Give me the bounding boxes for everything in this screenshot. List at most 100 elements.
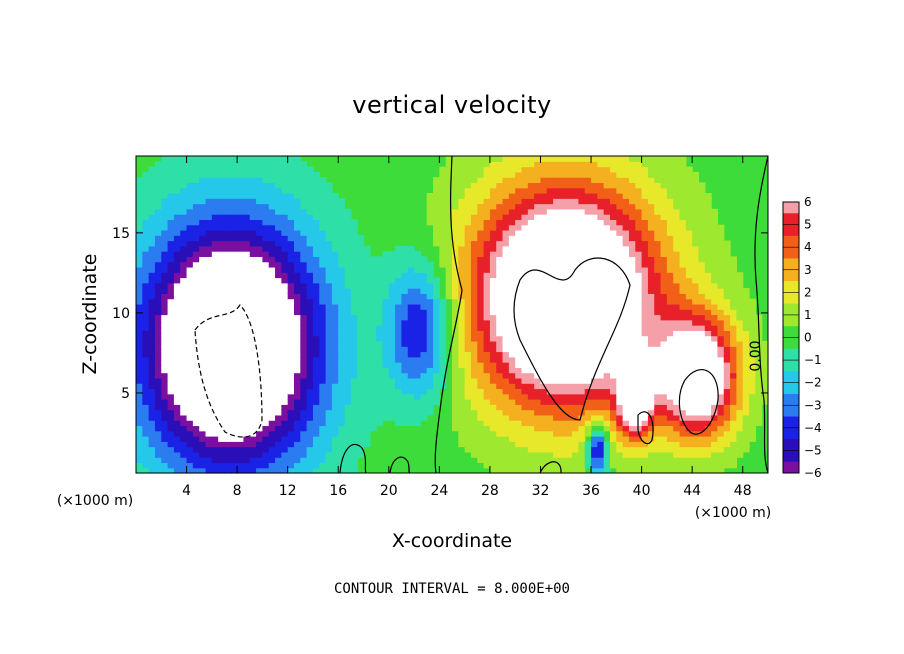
heatmap-cell bbox=[515, 330, 523, 337]
heatmap-cell bbox=[559, 430, 567, 437]
heatmap-cell bbox=[635, 187, 643, 194]
heatmap-cell bbox=[249, 446, 257, 453]
heatmap-cell bbox=[331, 335, 339, 342]
heatmap-cell bbox=[439, 171, 447, 178]
heatmap-cell bbox=[610, 203, 617, 210]
heatmap-cell bbox=[635, 451, 643, 458]
heatmap-cell bbox=[401, 356, 409, 363]
heatmap-cell bbox=[470, 399, 478, 405]
heatmap-cell bbox=[502, 372, 510, 379]
heatmap-cell bbox=[685, 261, 693, 268]
heatmap-cell bbox=[388, 335, 396, 342]
heatmap-cell bbox=[350, 245, 358, 252]
heatmap-cell bbox=[565, 362, 573, 368]
heatmap-cell bbox=[426, 346, 434, 353]
heatmap-cell bbox=[470, 409, 478, 416]
heatmap-cell bbox=[515, 288, 523, 294]
heatmap-cell bbox=[654, 288, 662, 294]
heatmap-cell bbox=[635, 420, 643, 427]
heatmap-cell bbox=[325, 351, 333, 358]
heatmap-cell bbox=[300, 414, 308, 421]
heatmap-cell bbox=[338, 277, 346, 284]
heatmap-cell bbox=[610, 187, 617, 194]
heatmap-cell bbox=[344, 235, 352, 242]
heatmap-cell bbox=[559, 261, 567, 268]
heatmap-cell bbox=[300, 282, 308, 289]
heatmap-cell bbox=[616, 346, 624, 353]
heatmap-cell bbox=[534, 245, 542, 252]
heatmap-cell bbox=[572, 240, 579, 247]
heatmap-cell bbox=[439, 319, 447, 326]
heatmap-cell bbox=[483, 208, 491, 215]
heatmap-cell bbox=[641, 229, 649, 236]
heatmap-cell bbox=[350, 351, 358, 358]
heatmap-cell bbox=[319, 288, 327, 294]
heatmap-cell bbox=[294, 277, 301, 284]
heatmap-cell bbox=[306, 208, 314, 215]
heatmap-cell bbox=[180, 362, 188, 368]
heatmap-cell bbox=[281, 335, 289, 342]
heatmap-cell bbox=[603, 367, 611, 374]
heatmap-cell bbox=[685, 425, 693, 432]
heatmap-cell bbox=[540, 303, 548, 310]
heatmap-cell bbox=[470, 166, 478, 173]
heatmap-cell bbox=[407, 272, 415, 279]
heatmap-cell bbox=[666, 298, 674, 305]
heatmap-cell bbox=[540, 372, 548, 379]
heatmap-cell bbox=[521, 325, 529, 331]
heatmap-cell bbox=[281, 245, 289, 252]
heatmap-cell bbox=[679, 166, 687, 173]
heatmap-cell bbox=[553, 245, 561, 252]
heatmap-cell bbox=[508, 314, 516, 321]
heatmap-cell bbox=[312, 441, 320, 448]
heatmap-cell bbox=[559, 356, 567, 363]
heatmap-cell bbox=[237, 261, 245, 268]
heatmap-cell bbox=[237, 404, 245, 411]
heatmap-cell bbox=[666, 282, 674, 289]
heatmap-cell bbox=[565, 261, 573, 268]
heatmap-cell bbox=[414, 309, 421, 316]
heatmap-cell bbox=[300, 187, 308, 194]
heatmap-cell bbox=[414, 399, 421, 405]
heatmap-cell bbox=[312, 367, 320, 374]
heatmap-cell bbox=[407, 298, 415, 305]
heatmap-cell bbox=[591, 282, 598, 289]
heatmap-cell bbox=[641, 467, 649, 474]
heatmap-cell bbox=[622, 457, 630, 464]
heatmap-cell bbox=[470, 203, 478, 210]
heatmap-cell bbox=[281, 367, 289, 374]
heatmap-cell bbox=[249, 319, 257, 326]
heatmap-cell bbox=[325, 330, 333, 337]
heatmap-cell bbox=[527, 314, 535, 321]
heatmap-cell bbox=[685, 240, 693, 247]
heatmap-cell bbox=[527, 177, 535, 184]
heatmap-cell bbox=[395, 272, 403, 279]
heatmap-cell bbox=[698, 377, 706, 384]
heatmap-cell bbox=[325, 446, 333, 453]
heatmap-cell bbox=[224, 462, 232, 469]
heatmap-cell bbox=[287, 208, 295, 215]
heatmap-cell bbox=[312, 388, 320, 395]
heatmap-cell bbox=[597, 240, 605, 247]
heatmap-cell bbox=[540, 436, 548, 442]
heatmap-cell bbox=[452, 399, 459, 405]
heatmap-cell bbox=[584, 229, 592, 236]
heatmap-cell bbox=[521, 414, 529, 421]
heatmap-cell bbox=[338, 229, 346, 236]
chart-title: vertical velocity bbox=[352, 91, 551, 119]
heatmap-cell bbox=[673, 261, 681, 268]
heatmap-cell bbox=[489, 261, 497, 268]
heatmap-cell bbox=[268, 182, 276, 189]
heatmap-cell bbox=[287, 198, 295, 205]
heatmap-cell bbox=[692, 430, 700, 437]
heatmap-cell bbox=[635, 319, 643, 326]
heatmap-cell bbox=[635, 314, 643, 321]
heatmap-cell bbox=[142, 388, 150, 395]
heatmap-cell bbox=[654, 420, 662, 427]
heatmap-cell bbox=[565, 182, 573, 189]
heatmap-cell bbox=[489, 467, 497, 474]
heatmap-cell bbox=[641, 446, 649, 453]
heatmap-cell bbox=[496, 388, 504, 395]
heatmap-cell bbox=[540, 208, 548, 215]
heatmap-cell bbox=[673, 198, 681, 205]
